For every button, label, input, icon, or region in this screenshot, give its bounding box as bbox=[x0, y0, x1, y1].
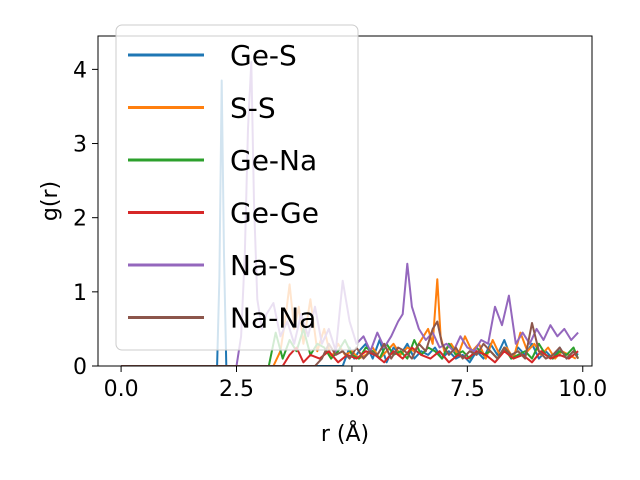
legend-label-na-na: Na-Na bbox=[230, 302, 316, 335]
y-tick-label: 0 bbox=[73, 355, 87, 380]
y-tick-label: 1 bbox=[73, 281, 87, 306]
x-tick-label: 0.0 bbox=[104, 377, 139, 402]
legend-label-na-s: Na-S bbox=[230, 249, 296, 282]
legend: Ge-S S-S Ge-Na Ge-Ge Na-S Na-Na bbox=[115, 24, 359, 351]
y-axis-label: g(r) bbox=[38, 181, 63, 221]
x-tick-label: 10.0 bbox=[558, 377, 607, 402]
x-tick-label: 7.5 bbox=[450, 377, 485, 402]
legend-label-ge-s: Ge-S bbox=[230, 39, 297, 72]
x-axis-label: r (Å) bbox=[321, 420, 369, 447]
y-tick-label: 4 bbox=[73, 58, 87, 83]
x-tick-label: 2.5 bbox=[219, 377, 254, 402]
legend-label-ge-ge: Ge-Ge bbox=[230, 197, 319, 230]
series-line-na-na bbox=[121, 320, 579, 366]
y-tick-label: 2 bbox=[73, 207, 87, 232]
legend-label-ge-na: Ge-Na bbox=[230, 144, 317, 177]
y-axis: 0 1 2 3 4 bbox=[73, 58, 98, 380]
x-tick-label: 5.0 bbox=[334, 377, 369, 402]
legend-label-s-s: S-S bbox=[230, 92, 276, 125]
x-axis: 0.0 2.5 5.0 7.5 10.0 bbox=[104, 366, 607, 402]
series-line-ge-s bbox=[121, 79, 579, 366]
y-tick-label: 3 bbox=[73, 133, 87, 158]
